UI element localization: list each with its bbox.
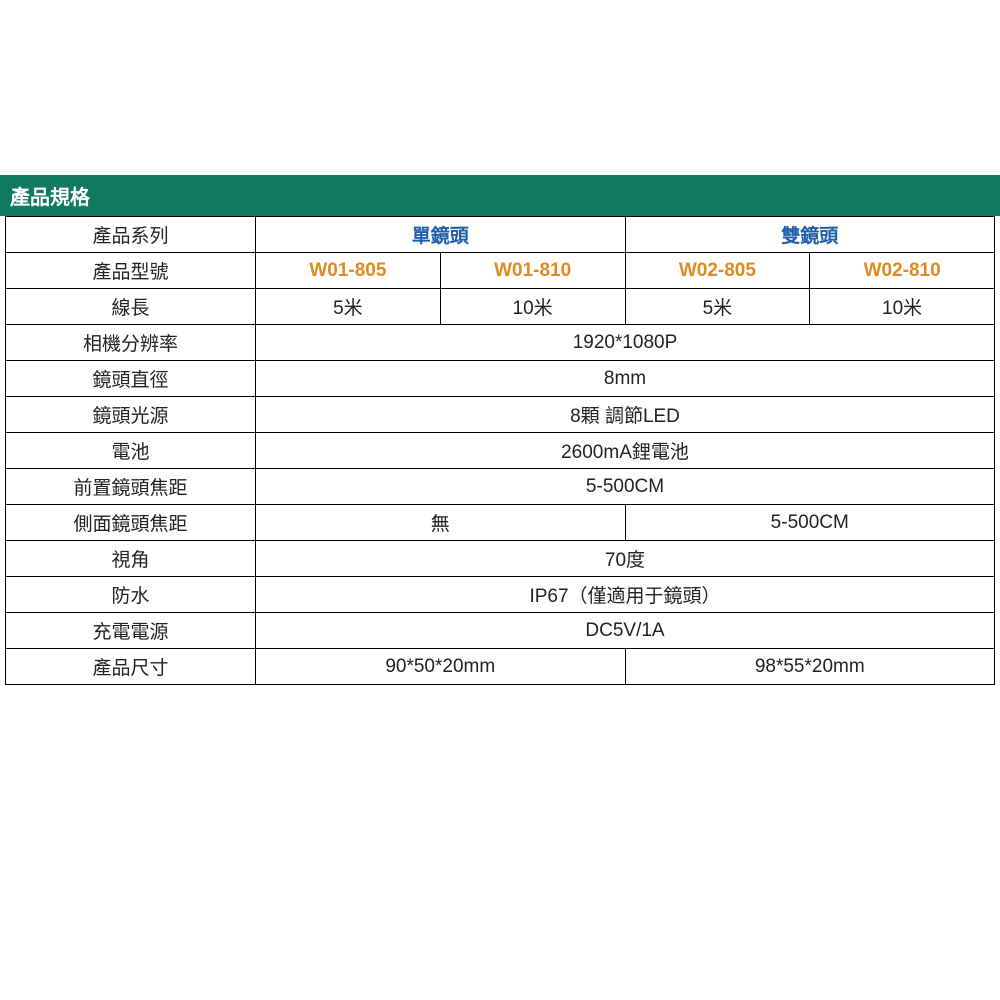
label-battery: 電池	[6, 433, 256, 469]
label-side-focus: 側面鏡頭焦距	[6, 505, 256, 541]
row-view-angle: 視角 70度	[6, 541, 995, 577]
val-side-focus-dual: 5-500CM	[625, 505, 995, 541]
label-lens-light: 鏡頭光源	[6, 397, 256, 433]
row-lens-diameter: 鏡頭直徑 8mm	[6, 361, 995, 397]
label-waterproof: 防水	[6, 577, 256, 613]
model-3: W02-805	[625, 253, 810, 289]
row-dimensions: 產品尺寸 90*50*20mm 98*55*20mm	[6, 649, 995, 685]
label-front-focus: 前置鏡頭焦距	[6, 469, 256, 505]
model-1: W01-805	[256, 253, 441, 289]
row-resolution: 相機分辨率 1920*1080P	[6, 325, 995, 361]
val-side-focus-single: 無	[256, 505, 626, 541]
val-dimensions-dual: 98*55*20mm	[625, 649, 995, 685]
spec-table: 產品系列 單鏡頭 雙鏡頭 產品型號 W01-805 W01-810 W02-80…	[5, 216, 995, 685]
label-charging: 充電電源	[6, 613, 256, 649]
row-lens-light: 鏡頭光源 8顆 調節LED	[6, 397, 995, 433]
label-lens-diameter: 鏡頭直徑	[6, 361, 256, 397]
val-front-focus: 5-500CM	[256, 469, 995, 505]
section-title: 產品規格	[10, 187, 90, 209]
label-model: 產品型號	[6, 253, 256, 289]
val-cable-m1: 5米	[256, 289, 441, 325]
val-lens-light: 8顆 調節LED	[256, 397, 995, 433]
row-side-focus: 側面鏡頭焦距 無 5-500CM	[6, 505, 995, 541]
val-charging: DC5V/1A	[256, 613, 995, 649]
val-lens-diameter: 8mm	[256, 361, 995, 397]
label-view-angle: 視角	[6, 541, 256, 577]
row-series: 產品系列 單鏡頭 雙鏡頭	[6, 217, 995, 253]
row-battery: 電池 2600mA鋰電池	[6, 433, 995, 469]
val-cable-m3: 5米	[625, 289, 810, 325]
model-4: W02-810	[810, 253, 995, 289]
val-resolution: 1920*1080P	[256, 325, 995, 361]
row-charging: 充電電源 DC5V/1A	[6, 613, 995, 649]
row-cable-length: 線長 5米 10米 5米 10米	[6, 289, 995, 325]
model-2: W01-810	[440, 253, 625, 289]
series-single: 單鏡頭	[256, 217, 626, 253]
label-series: 產品系列	[6, 217, 256, 253]
val-cable-m4: 10米	[810, 289, 995, 325]
label-resolution: 相機分辨率	[6, 325, 256, 361]
label-dimensions: 產品尺寸	[6, 649, 256, 685]
val-cable-m2: 10米	[440, 289, 625, 325]
val-waterproof: IP67（僅適用于鏡頭）	[256, 577, 995, 613]
series-dual: 雙鏡頭	[625, 217, 995, 253]
row-waterproof: 防水 IP67（僅適用于鏡頭）	[6, 577, 995, 613]
row-front-focus: 前置鏡頭焦距 5-500CM	[6, 469, 995, 505]
row-model: 產品型號 W01-805 W01-810 W02-805 W02-810	[6, 253, 995, 289]
label-cable-length: 線長	[6, 289, 256, 325]
val-dimensions-single: 90*50*20mm	[256, 649, 626, 685]
val-view-angle: 70度	[256, 541, 995, 577]
section-header: 產品規格	[0, 175, 1000, 216]
val-battery: 2600mA鋰電池	[256, 433, 995, 469]
